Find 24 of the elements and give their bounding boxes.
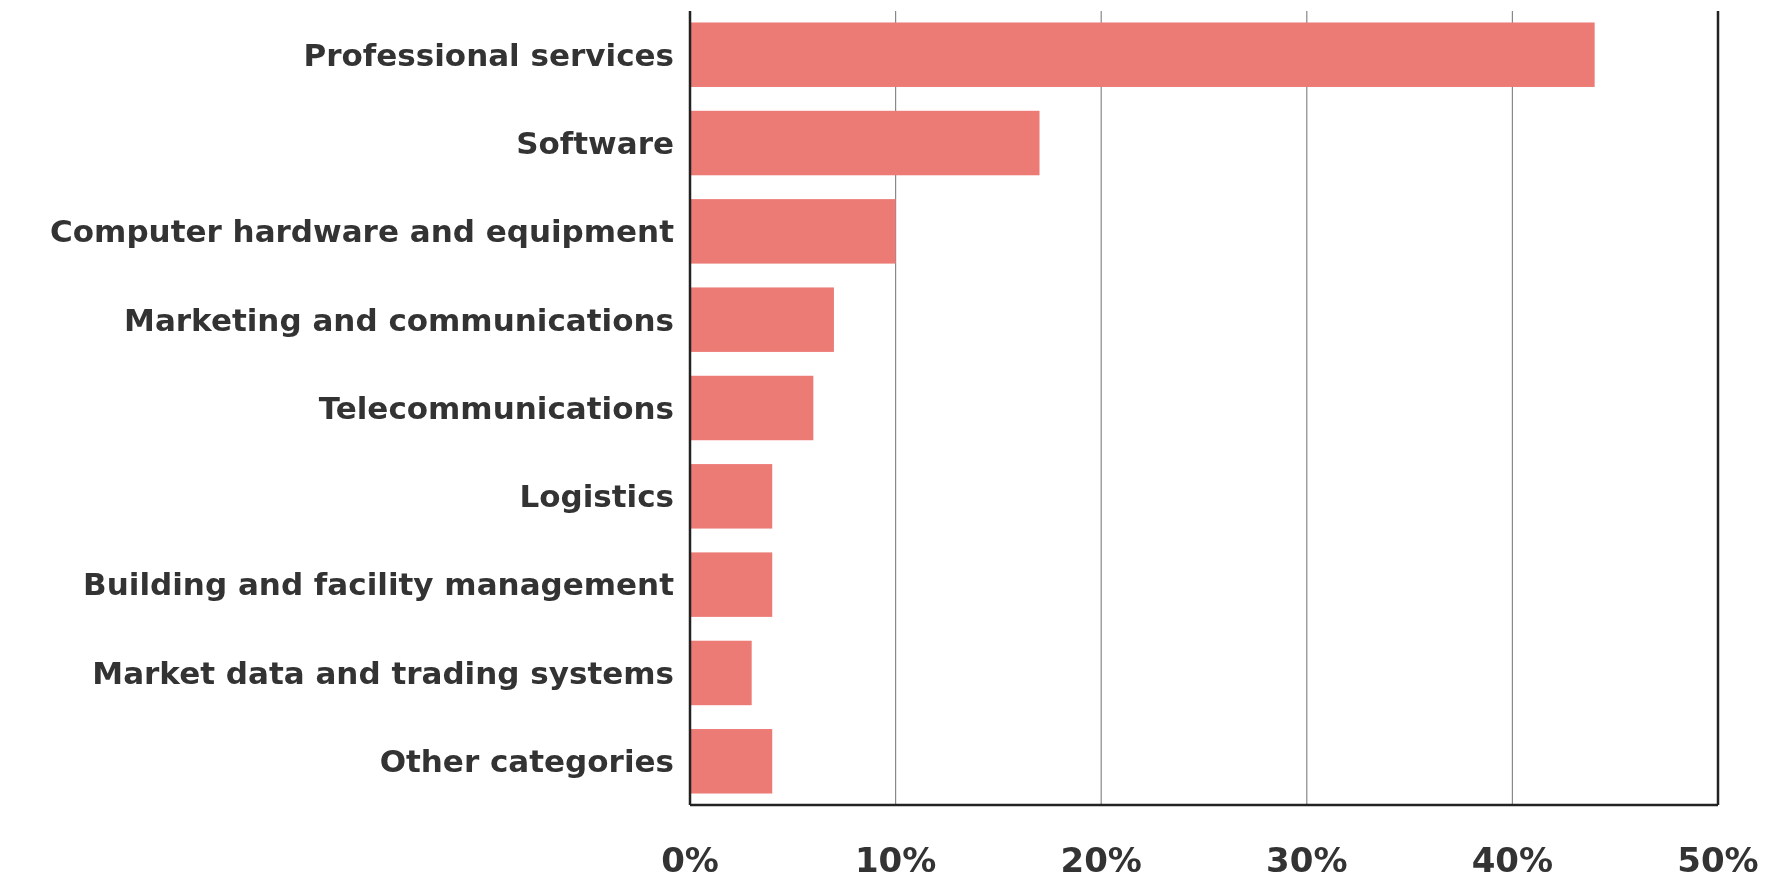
bar bbox=[690, 552, 773, 617]
y-tick-label: Professional services bbox=[303, 36, 674, 73]
bar bbox=[690, 729, 773, 794]
bar bbox=[690, 110, 1040, 176]
y-tick-label: Marketing and communications bbox=[124, 301, 674, 338]
x-tick-label: 30% bbox=[1266, 840, 1348, 880]
x-tick-label: 40% bbox=[1471, 840, 1554, 880]
bar bbox=[690, 287, 834, 352]
x-tick-label: 10% bbox=[854, 840, 937, 880]
bar bbox=[690, 640, 752, 706]
bar bbox=[690, 22, 1595, 87]
x-tick-label: 50% bbox=[1677, 840, 1759, 880]
y-tick-label: Building and facility management bbox=[83, 566, 675, 603]
x-tick-label: 0% bbox=[661, 840, 719, 880]
bar bbox=[690, 464, 773, 529]
y-tick-label: Other categories bbox=[379, 743, 674, 780]
y-tick-label: Computer hardware and equipment bbox=[50, 213, 675, 250]
x-tick-label: 20% bbox=[1060, 840, 1142, 880]
y-tick-label: Logistics bbox=[519, 478, 674, 515]
y-tick-label: Market data and trading systems bbox=[92, 654, 674, 691]
bar bbox=[690, 199, 896, 264]
y-tick-label: Telecommunications bbox=[318, 389, 674, 426]
y-tick-label: Software bbox=[516, 124, 674, 161]
bar bbox=[690, 375, 814, 441]
